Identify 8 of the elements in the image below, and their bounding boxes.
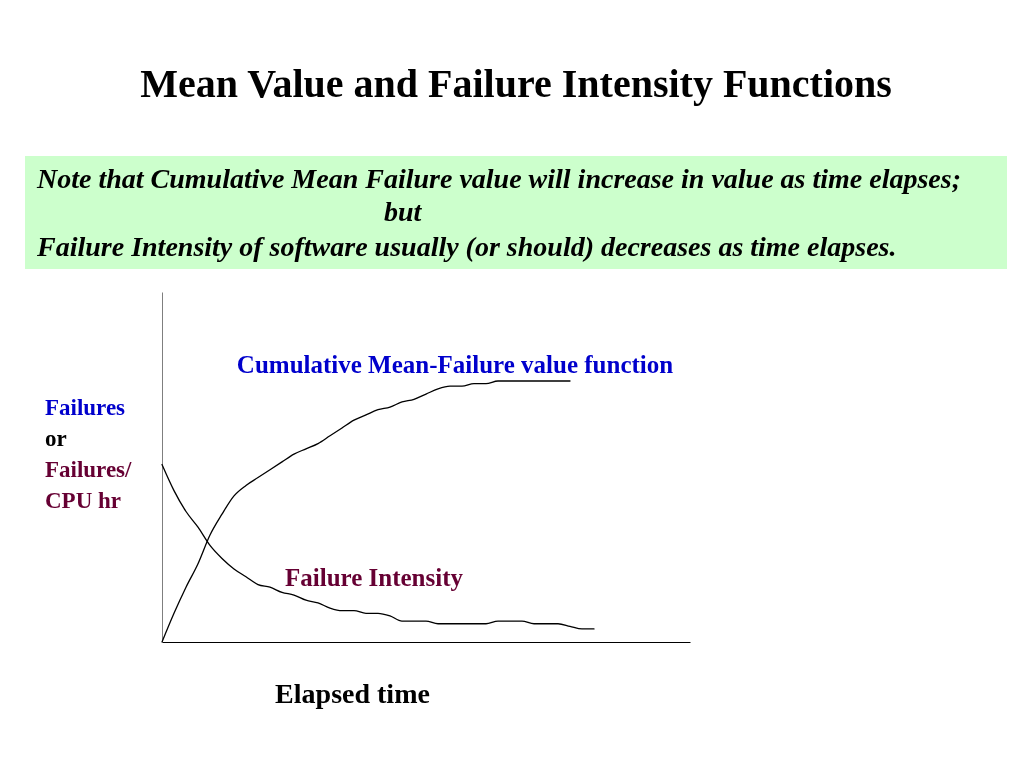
text: Note that Cumulative Mean Failure value will increase in value as time elapses;: [36, 163, 961, 194]
chart-title: Mean Value and Failure Intensity Functions: [140, 61, 892, 106]
series-label: Cumulative Mean-Failure value function: [236, 351, 674, 379]
text: Failure Intensity of software usually (or should) decreases as time elapses.: [36, 231, 897, 262]
text: but: [384, 196, 423, 227]
series-label: Failure Intensity: [284, 564, 464, 592]
x-axis-title: Elapsed time: [275, 677, 430, 709]
y-axis-title: Failures or Failures/ CPU hr: [45, 395, 133, 513]
